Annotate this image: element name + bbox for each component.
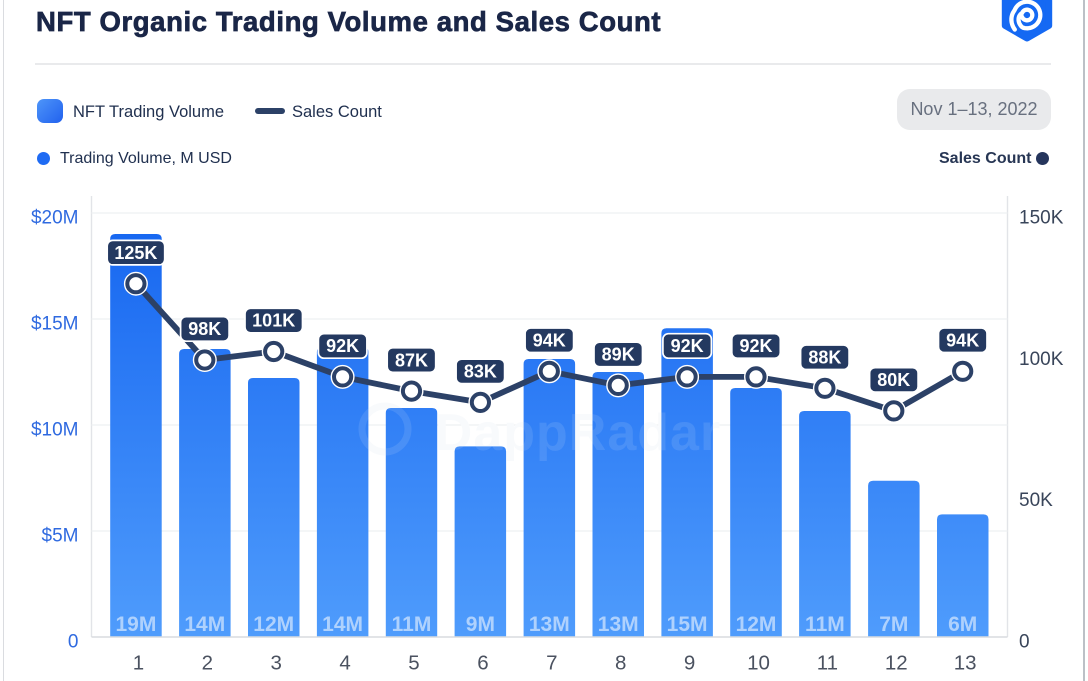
svg-text:6M: 6M bbox=[948, 613, 977, 636]
svg-text:0: 0 bbox=[1019, 631, 1030, 652]
svg-text:101K: 101K bbox=[252, 311, 295, 331]
svg-text:6: 6 bbox=[477, 651, 488, 674]
svg-text:94K: 94K bbox=[533, 331, 566, 351]
svg-text:12M: 12M bbox=[736, 613, 777, 636]
svg-text:12: 12 bbox=[885, 651, 908, 674]
svg-text:94K: 94K bbox=[946, 331, 979, 351]
svg-text:83K: 83K bbox=[464, 362, 497, 382]
svg-text:80K: 80K bbox=[877, 370, 910, 390]
svg-text:8: 8 bbox=[615, 651, 626, 674]
svg-text:12M: 12M bbox=[253, 613, 294, 636]
svg-text:13: 13 bbox=[954, 651, 977, 674]
svg-text:$20M: $20M bbox=[31, 207, 79, 228]
svg-text:50K: 50K bbox=[1019, 490, 1053, 511]
svg-text:9: 9 bbox=[684, 651, 695, 674]
svg-text:11M: 11M bbox=[805, 613, 845, 636]
svg-text:7M: 7M bbox=[879, 613, 908, 636]
svg-text:100K: 100K bbox=[1019, 349, 1064, 370]
svg-text:0: 0 bbox=[68, 631, 79, 652]
svg-text:11: 11 bbox=[817, 651, 838, 674]
svg-text:89K: 89K bbox=[602, 345, 635, 365]
svg-text:3: 3 bbox=[270, 651, 281, 674]
svg-text:14M: 14M bbox=[322, 613, 363, 636]
svg-text:19M: 19M bbox=[115, 613, 156, 636]
svg-text:5: 5 bbox=[408, 651, 419, 674]
svg-text:7: 7 bbox=[546, 651, 557, 674]
svg-text:2: 2 bbox=[202, 651, 213, 674]
svg-text:$10M: $10M bbox=[31, 419, 79, 440]
svg-text:4: 4 bbox=[339, 651, 350, 674]
svg-text:92K: 92K bbox=[671, 336, 704, 356]
svg-text:$5M: $5M bbox=[42, 525, 79, 546]
svg-text:$15M: $15M bbox=[31, 313, 79, 334]
svg-text:92K: 92K bbox=[326, 336, 359, 356]
svg-text:87K: 87K bbox=[395, 350, 428, 370]
svg-text:92K: 92K bbox=[739, 336, 772, 356]
svg-text:98K: 98K bbox=[188, 319, 221, 339]
svg-text:9M: 9M bbox=[466, 613, 495, 636]
svg-text:11M: 11M bbox=[392, 613, 432, 636]
svg-text:88K: 88K bbox=[808, 348, 841, 368]
svg-text:125K: 125K bbox=[114, 243, 157, 263]
svg-text:150K: 150K bbox=[1019, 207, 1064, 228]
svg-text:13M: 13M bbox=[598, 613, 639, 636]
svg-text:14M: 14M bbox=[184, 613, 225, 636]
svg-text:13M: 13M bbox=[529, 613, 570, 636]
svg-text:15M: 15M bbox=[667, 613, 708, 636]
svg-text:1: 1 bbox=[133, 651, 144, 674]
svg-text:10: 10 bbox=[747, 651, 770, 674]
